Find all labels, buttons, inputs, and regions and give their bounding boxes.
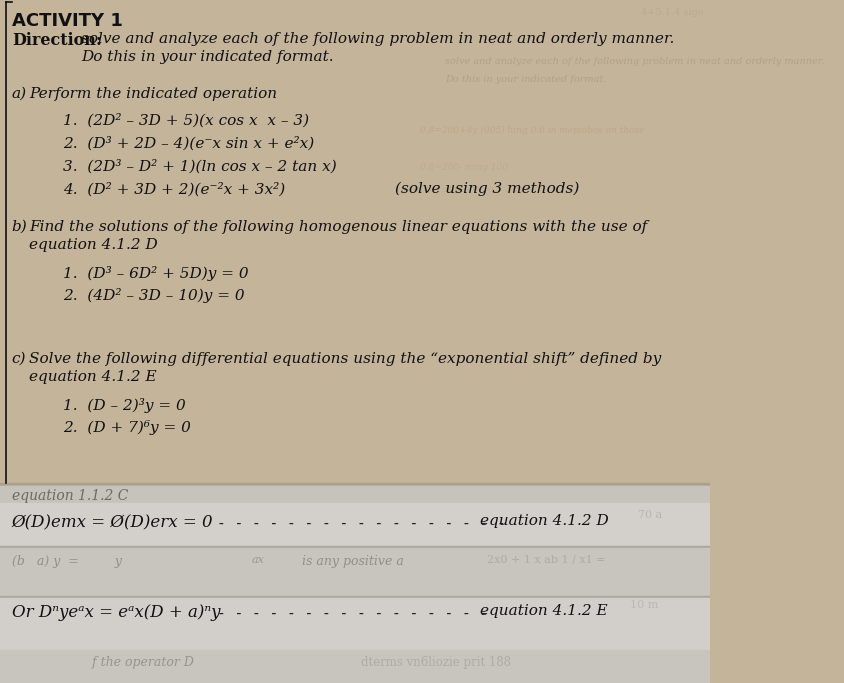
Text: - - - - - - - - - - - - - - - - -: - - - - - - - - - - - - - - - - - (216, 516, 505, 531)
Text: 0.8=200- ming 100: 0.8=200- ming 100 (419, 163, 507, 173)
Text: (solve using 3 methods): (solve using 3 methods) (394, 182, 578, 197)
Text: 70 a: 70 a (637, 510, 662, 520)
Text: Find the solutions of the following homogenous linear equations with the use of: Find the solutions of the following homo… (30, 220, 647, 234)
Text: dterms vn6liozie prit 188: dterms vn6liozie prit 188 (360, 656, 511, 669)
Bar (0, 592, 709, 632)
Text: 1.  (D³ – 6D² + 5D)y = 0: 1. (D³ – 6D² + 5D)y = 0 (63, 266, 248, 281)
Text: c): c) (12, 352, 26, 366)
Text: equation 4.1.2 D: equation 4.1.2 D (30, 238, 158, 252)
Bar (0, 486, 709, 534)
Bar (0, 632, 709, 635)
Text: f the operator D: f the operator D (12, 656, 193, 669)
Text: equation 4.1.2 E: equation 4.1.2 E (480, 604, 608, 618)
Bar (0, 589, 709, 592)
Text: Do this in your indicated format.: Do this in your indicated format. (445, 76, 606, 85)
Text: 4+5.1.4 sige: 4+5.1.4 sige (641, 8, 703, 17)
Text: 2.  (4D² – 3D – 10)y = 0: 2. (4D² – 3D – 10)y = 0 (63, 288, 244, 303)
Text: - - - - - - - - - - - - - - - -: - - - - - - - - - - - - - - - - (216, 606, 487, 621)
Text: 1a 3 4 3000- = 1a 3 3 1a =: 1a 3 4 3000- = 1a 3 3 1a = (411, 186, 534, 195)
Bar (0, 598, 709, 650)
Bar (0, 548, 709, 596)
Text: Ø(D)emx = Ø(D)erx = 0: Ø(D)emx = Ø(D)erx = 0 (12, 514, 214, 531)
Bar (0, 0, 709, 483)
Text: equation 4.1.2 D: equation 4.1.2 D (480, 514, 609, 528)
Text: ax: ax (252, 555, 264, 565)
Bar (0, 546, 709, 548)
Text: 4.  (D² + 3D + 2)(e⁻²x + 3x²): 4. (D² + 3D + 2)(e⁻²x + 3x²) (63, 182, 285, 196)
Text: Do this in your indicated format.: Do this in your indicated format. (81, 50, 333, 64)
Text: solve and analyze each of the following problem in neat and orderly manner.: solve and analyze each of the following … (81, 32, 674, 46)
Text: 1.  (2D² – 3D + 5)(x cos x  x – 3): 1. (2D² – 3D + 5)(x cos x x – 3) (63, 113, 309, 127)
Text: ACTIVITY 1: ACTIVITY 1 (12, 12, 122, 30)
Text: 1.  (D – 2)³y = 0: 1. (D – 2)³y = 0 (63, 398, 186, 413)
Text: Solve the following differential equations using the “exponential shift” defined: Solve the following differential equatio… (30, 352, 661, 366)
Text: is any positive a: is any positive a (302, 555, 403, 568)
Bar (0, 596, 709, 598)
Text: 0.8=200+4y (005) hing 0.0 in mepiobos on those: 0.8=200+4y (005) hing 0.0 in mepiobos on… (419, 126, 644, 135)
Text: 2x0 + 1 x ab 1 / x1 =: 2x0 + 1 x ab 1 / x1 = (487, 555, 605, 565)
Text: a): a) (12, 87, 27, 101)
Bar (0, 534, 709, 589)
Bar (0, 483, 709, 486)
Text: solve and analyze each of the following problem in neat and orderly manner.: solve and analyze each of the following … (445, 57, 824, 66)
Text: b): b) (12, 220, 28, 234)
Bar (0, 650, 709, 683)
Text: Or Dⁿyeᵃx = eᵃx(D + a)ⁿy: Or Dⁿyeᵃx = eᵃx(D + a)ⁿy (12, 604, 220, 621)
Text: Direction:: Direction: (12, 32, 101, 49)
Text: 10 m: 10 m (630, 600, 657, 610)
Bar (0, 635, 709, 683)
Text: equation 4.1.2 E: equation 4.1.2 E (30, 370, 157, 384)
Bar (0, 503, 709, 546)
Text: Perform the indicated operation: Perform the indicated operation (30, 87, 277, 101)
Text: 2.  (D³ + 2D – 4)(e⁻x sin x + e²x): 2. (D³ + 2D – 4)(e⁻x sin x + e²x) (63, 136, 314, 150)
Text: 2.  (D + 7)⁶y = 0: 2. (D + 7)⁶y = 0 (63, 420, 191, 435)
Text: (b   a) y  =         y: (b a) y = y (12, 555, 122, 568)
Text: equation 1.1.2 C: equation 1.1.2 C (12, 489, 128, 503)
Text: 3.  (2D³ – D² + 1)(ln cos x – 2 tan x): 3. (2D³ – D² + 1)(ln cos x – 2 tan x) (63, 159, 337, 173)
Bar (0, 486, 709, 503)
